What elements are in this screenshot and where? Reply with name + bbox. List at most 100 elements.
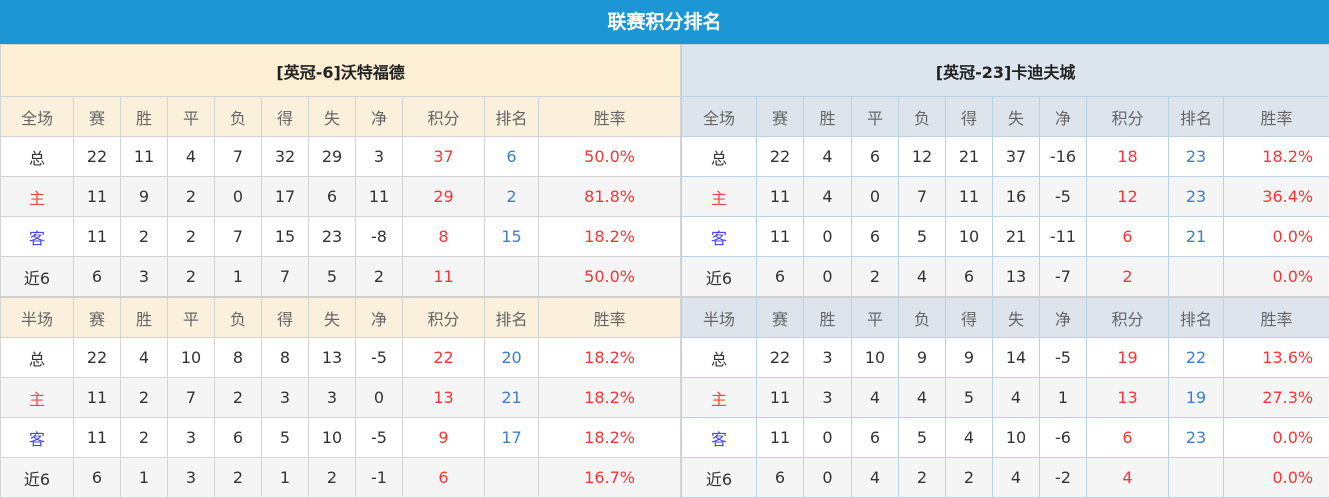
- cell: 20: [484, 337, 539, 378]
- cell: -7: [1039, 256, 1087, 298]
- table-row: 客 11 0 6 5 10 21 -11 6 21 0.0%: [681, 216, 1329, 257]
- cell: 3: [803, 337, 852, 378]
- cell: 10: [851, 337, 899, 378]
- cell: 23: [1168, 417, 1224, 458]
- column-header: 排名: [484, 96, 539, 137]
- table-row: 主 11 9 2 0 17 6 11 29 2 81.8%: [0, 176, 682, 217]
- cell: 6: [402, 457, 485, 498]
- cell: 0: [355, 377, 403, 418]
- column-header: 胜: [120, 96, 168, 137]
- cell: 3: [308, 377, 356, 418]
- column-header: 净: [1039, 296, 1087, 338]
- table-row: 总 22 11 4 7 32 29 3 37 6 50.0%: [0, 136, 682, 177]
- cell: 11: [73, 216, 121, 257]
- cell: 6: [756, 256, 804, 298]
- cell: 2: [214, 377, 262, 418]
- cell: 6: [73, 457, 121, 498]
- cell: 11: [120, 136, 168, 177]
- cell: 4: [945, 417, 993, 458]
- half-header-row: 半场赛胜平负得失净积分 排名 胜率: [681, 296, 1329, 338]
- column-header: 积分: [402, 296, 485, 338]
- column-header: 胜率: [537, 296, 682, 338]
- cell: 1: [261, 457, 309, 498]
- column-header: 胜率: [537, 96, 682, 137]
- cell: 0: [803, 216, 852, 257]
- cell: 6: [308, 176, 356, 217]
- column-header: 排名: [1168, 96, 1224, 137]
- cell: 19: [1086, 337, 1169, 378]
- cell: 17: [484, 417, 539, 458]
- cell: 81.8%: [537, 176, 682, 217]
- cell: -11: [1039, 216, 1087, 257]
- cell: 近6: [681, 457, 757, 498]
- standings-table: [英冠-6]沃特福德 全场赛胜平负得失净积分 排名 胜率总 22 11 4 7 32 29 3 37 6…: [0, 44, 682, 498]
- column-header: 排名: [1168, 296, 1224, 338]
- cell: 客: [0, 417, 74, 458]
- cell: 11: [756, 176, 804, 217]
- cell: 18.2%: [537, 417, 682, 458]
- cell: 23: [1168, 136, 1224, 177]
- cell: 11: [73, 377, 121, 418]
- column-header: 得: [945, 296, 993, 338]
- cell: 27.3%: [1222, 377, 1329, 418]
- cell: 13: [308, 337, 356, 378]
- cell: 4: [1086, 457, 1169, 498]
- cell: 18.2%: [1222, 136, 1329, 177]
- cell: 50.0%: [537, 256, 682, 298]
- cell: [1168, 256, 1224, 298]
- column-header: 得: [261, 296, 309, 338]
- cell: 0: [851, 176, 899, 217]
- cell: 14: [992, 337, 1040, 378]
- section-label: 半场: [0, 296, 74, 338]
- column-header: 赛: [73, 96, 121, 137]
- cell: 客: [681, 417, 757, 458]
- column-header: 平: [851, 296, 899, 338]
- cell: 12: [898, 136, 946, 177]
- column-header: 失: [992, 96, 1040, 137]
- column-header: 负: [898, 296, 946, 338]
- column-header: 净: [1039, 96, 1087, 137]
- cell: 6: [851, 417, 899, 458]
- column-header: 积分: [1086, 296, 1169, 338]
- table-row: 主 11 4 0 7 11 16 -5 12 23 36.4%: [681, 176, 1329, 217]
- cell: 客: [0, 216, 74, 257]
- table-row: 总 22 3 10 9 9 14 -5 19 22 13.6%: [681, 337, 1329, 378]
- cell: 2: [945, 457, 993, 498]
- column-header: 负: [898, 96, 946, 137]
- column-header: 得: [945, 96, 993, 137]
- cell: 总: [681, 136, 757, 177]
- cell: 近6: [0, 457, 74, 498]
- cell: 5: [898, 417, 946, 458]
- cell: 37: [402, 136, 485, 177]
- cell: 9: [945, 337, 993, 378]
- cell: [1168, 457, 1224, 498]
- cell: 4: [851, 457, 899, 498]
- column-header: 负: [214, 296, 262, 338]
- cell: 总: [0, 337, 74, 378]
- cell: 6: [756, 457, 804, 498]
- cell: 主: [0, 176, 74, 217]
- cell: 13.6%: [1222, 337, 1329, 378]
- standings-table: [英冠-23]卡迪夫城 全场赛胜平负得失净积分 排名 胜率总 22 4 6 12 21 37 -16…: [680, 44, 1329, 498]
- cell: 2: [120, 417, 168, 458]
- cell: 5: [308, 256, 356, 298]
- table-row: 主 11 2 7 2 3 3 0 13 21 18.2%: [0, 377, 682, 418]
- cell: 23: [1168, 176, 1224, 217]
- cell: 3: [803, 377, 852, 418]
- cell: 22: [402, 337, 485, 378]
- cell: 11: [756, 417, 804, 458]
- section-label: 全场: [0, 96, 74, 137]
- cell: 8: [402, 216, 485, 257]
- cell: 10: [992, 417, 1040, 458]
- cell: 50.0%: [537, 136, 682, 177]
- cell: 3: [261, 377, 309, 418]
- cell: 0: [803, 256, 852, 298]
- cell: 3: [167, 457, 215, 498]
- table-row: 总 22 4 10 8 8 13 -5 22 20 18.2%: [0, 337, 682, 378]
- cell: -5: [355, 417, 403, 458]
- table-row: 客 11 0 6 5 4 10 -6 6 23 0.0%: [681, 417, 1329, 458]
- column-header: 排名: [484, 296, 539, 338]
- cell: 2: [1086, 256, 1169, 298]
- cell: 2: [898, 457, 946, 498]
- cell: 总: [0, 136, 74, 177]
